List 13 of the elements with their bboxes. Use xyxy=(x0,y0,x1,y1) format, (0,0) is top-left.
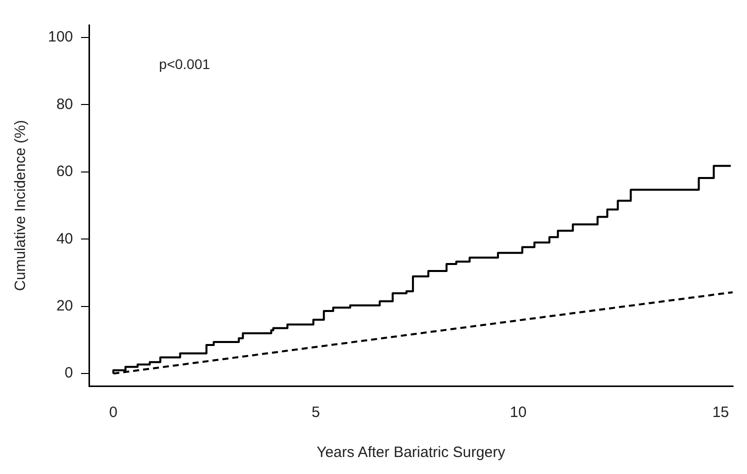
x-tick-label: 5 xyxy=(312,404,320,422)
y-tick-label: 40 xyxy=(56,230,74,248)
x-tick-label: 0 xyxy=(109,404,118,422)
y-axis-title: Cumulative Incidence (%) xyxy=(12,120,30,291)
annotation: p<0.001 xyxy=(159,56,210,72)
y-tick-label: 60 xyxy=(56,163,74,180)
y-tick-label: 80 xyxy=(56,96,74,113)
y-tick-label: 20 xyxy=(56,297,74,314)
y-tick-label: 100 xyxy=(48,28,74,46)
x-axis-title: Years After Bariatric Surgery xyxy=(316,444,506,462)
y-tick-label: 0 xyxy=(64,364,74,382)
x-tick-label: 10 xyxy=(510,404,527,422)
x-tick-label: 15 xyxy=(712,404,729,422)
